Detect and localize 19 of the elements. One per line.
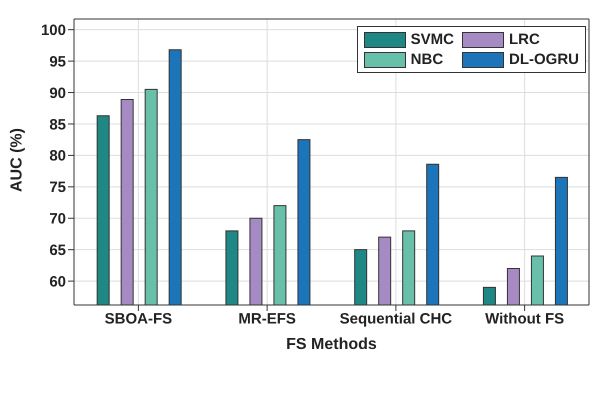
y-tick-label: 80 [49, 148, 66, 165]
y-tick-label: 85 [49, 116, 66, 134]
y-tick-label: 95 [49, 53, 66, 70]
x-tick-label: Without FS [485, 310, 564, 328]
legend-label: DL-OGRU [509, 51, 579, 68]
y-tick-label: 75 [49, 179, 66, 196]
y-tick-label: 70 [49, 210, 66, 228]
y-tick-label: 100 [40, 22, 66, 40]
legend-label: NBC [410, 51, 444, 68]
x-axis-title: FS Methods [286, 336, 377, 353]
x-tick-label: SBOA-FS [104, 310, 172, 328]
y-axis-title: AUC (%) [8, 128, 26, 192]
x-tick-label: Sequential CHC [340, 310, 452, 328]
legend-label: LRC [509, 31, 540, 48]
y-tick-label: 65 [49, 242, 66, 260]
y-tick-label: 90 [49, 84, 66, 102]
x-tick-label: MR-EFS [238, 310, 296, 328]
y-tick-label: 60 [49, 273, 66, 290]
legend-label: SVMC [410, 31, 454, 48]
